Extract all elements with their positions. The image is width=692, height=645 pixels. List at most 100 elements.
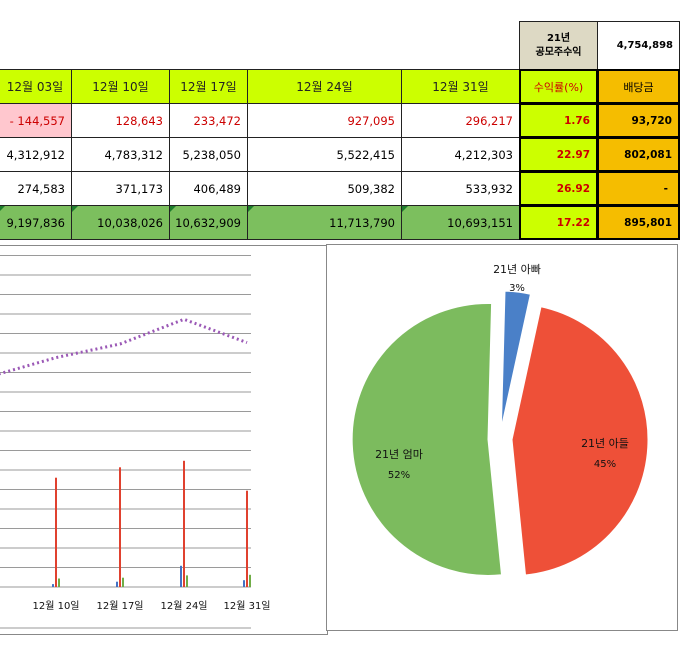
cell-r3-c4[interactable]: 509,382 — [247, 171, 402, 206]
header-date-label: 12월 10일 — [92, 80, 149, 94]
header-dividend-label: 배당금 — [623, 80, 654, 94]
cell-value: 11,713,790 — [329, 215, 395, 230]
pie-slice — [511, 306, 649, 576]
bar-mark — [243, 580, 245, 587]
header-date-4[interactable]: 12월 24일 — [247, 69, 402, 104]
cell-r4-c1[interactable]: 9,197,836 — [0, 205, 72, 240]
header-date-1[interactable]: 12월 03일 — [0, 69, 72, 104]
dividend-value: 895,801 — [624, 216, 672, 229]
bar-mark — [55, 477, 57, 587]
dividend-value: 802,081 — [624, 148, 672, 161]
x-tick-label: 12월 10일 — [32, 600, 79, 612]
pie-slice-label: 21년 아들 — [581, 437, 629, 450]
pie-slice-percent: 45% — [594, 459, 616, 470]
header-date-3[interactable]: 12월 17일 — [169, 69, 248, 104]
header-date-label: 12월 31일 — [432, 80, 489, 94]
cell-r3-c2[interactable]: 371,173 — [71, 171, 170, 206]
pie-chart-svg: 21년 아빠 3% 21년 아들 45% 21년 엄마 52% — [351, 263, 649, 576]
cell-value: 5,522,415 — [336, 147, 395, 162]
series-line — [0, 317, 248, 376]
cell-r3-dividend[interactable]: - — [597, 171, 680, 206]
cell-value: 233,472 — [193, 113, 241, 128]
pie-slice-percent: 52% — [388, 470, 410, 481]
x-tick-label: 12월 17일 — [96, 600, 143, 612]
cell-r3-c5[interactable]: 533,932 — [401, 171, 520, 206]
cell-value: - 144,557 — [9, 113, 65, 128]
cell-r3-yield[interactable]: 26.92 — [519, 171, 598, 206]
header-yield-label: 수익률(%) — [533, 80, 584, 94]
cell-value: 128,643 — [115, 113, 163, 128]
yield-value: 26.92 — [556, 182, 590, 195]
cell-value: 274,583 — [17, 181, 65, 196]
header-date-2[interactable]: 12월 10일 — [71, 69, 170, 104]
cell-r1-c4[interactable]: 927,095 — [247, 103, 402, 138]
cell-r1-dividend[interactable]: 93,720 — [597, 103, 680, 138]
yield-value: 17.22 — [556, 216, 590, 229]
cell-value: 9,197,836 — [6, 215, 65, 230]
bar-mark — [58, 578, 60, 587]
bar-mark — [116, 581, 118, 587]
pie-slice-label: 21년 엄마 — [375, 448, 423, 461]
dividend-value: - — [663, 182, 668, 195]
cell-r2-dividend[interactable]: 802,081 — [597, 137, 680, 172]
earnings-value: 4,754,898 — [616, 40, 673, 51]
pie-chart[interactable]: 21년 아빠 3% 21년 아들 45% 21년 엄마 52% — [326, 244, 678, 631]
header-dividend[interactable]: 배당금 — [597, 69, 680, 104]
cell-value: 927,095 — [347, 113, 395, 128]
cell-r4-c4[interactable]: 11,713,790 — [247, 205, 402, 240]
cell-r1-yield[interactable]: 1.76 — [519, 103, 598, 138]
header-date-label: 12월 24일 — [296, 80, 353, 94]
cell-value: 533,932 — [465, 181, 513, 196]
cell-value: 10,038,026 — [97, 215, 163, 230]
yield-value: 22.97 — [556, 148, 590, 161]
cell-r4-c5[interactable]: 10,693,151 — [401, 205, 520, 240]
cell-value: 371,173 — [115, 181, 163, 196]
cell-value: 406,489 — [193, 181, 241, 196]
cell-r2-c3[interactable]: 5,238,050 — [169, 137, 248, 172]
cell-r1-c1[interactable]: - 144,557 — [0, 103, 72, 138]
cell-r2-c4[interactable]: 5,522,415 — [247, 137, 402, 172]
bar-mark — [249, 574, 251, 587]
cell-r4-c3[interactable]: 10,632,909 — [169, 205, 248, 240]
bar-mark — [119, 467, 121, 587]
cell-r2-c1[interactable]: 4,312,912 — [0, 137, 72, 172]
cell-r3-c3[interactable]: 406,489 — [169, 171, 248, 206]
cell-r1-c3[interactable]: 233,472 — [169, 103, 248, 138]
header-date-label: 12월 17일 — [180, 80, 237, 94]
cell-value: 5,238,050 — [182, 147, 241, 162]
earnings-label-line1: 21년 — [546, 32, 571, 44]
cell-value: 296,217 — [465, 113, 513, 128]
pie-slice-percent: 3% — [509, 283, 525, 294]
cell-r2-c2[interactable]: 4,783,312 — [71, 137, 170, 172]
cell-value: 10,632,909 — [175, 215, 241, 230]
cell-value: 4,312,912 — [6, 147, 65, 162]
cell-r2-c5[interactable]: 4,212,303 — [401, 137, 520, 172]
yield-value: 1.76 — [564, 114, 590, 127]
x-tick-label: 12월 24일 — [160, 600, 207, 612]
earnings-label-cell[interactable]: 21년 공모주수익 — [519, 21, 598, 70]
earnings-value-cell[interactable]: 4,754,898 — [597, 21, 680, 70]
bar-mark — [52, 584, 54, 587]
bar-mark — [186, 575, 188, 587]
pie-slice-label: 21년 아빠 — [493, 263, 541, 276]
cell-r1-c5[interactable]: 296,217 — [401, 103, 520, 138]
cell-r4-yield[interactable]: 17.22 — [519, 205, 598, 240]
earnings-label-line2: 공모주수익 — [535, 46, 582, 58]
header-date-label: 12월 03일 — [6, 80, 64, 94]
dividend-value: 93,720 — [631, 114, 672, 127]
x-tick-label: 12월 31일 — [223, 600, 270, 612]
bar-mark — [180, 565, 182, 587]
cell-value: 10,693,151 — [447, 215, 513, 230]
bar-mark — [246, 490, 248, 587]
cell-value: 4,783,312 — [104, 147, 163, 162]
cell-r4-dividend[interactable]: 895,801 — [597, 205, 680, 240]
pie-slice — [500, 290, 531, 428]
cell-r3-c1[interactable]: 274,583 — [0, 171, 72, 206]
cell-r4-c2[interactable]: 10,038,026 — [71, 205, 170, 240]
header-date-5[interactable]: 12월 31일 — [401, 69, 520, 104]
cell-r2-yield[interactable]: 22.97 — [519, 137, 598, 172]
header-yield[interactable]: 수익률(%) — [519, 69, 598, 104]
cell-r1-c2[interactable]: 128,643 — [71, 103, 170, 138]
